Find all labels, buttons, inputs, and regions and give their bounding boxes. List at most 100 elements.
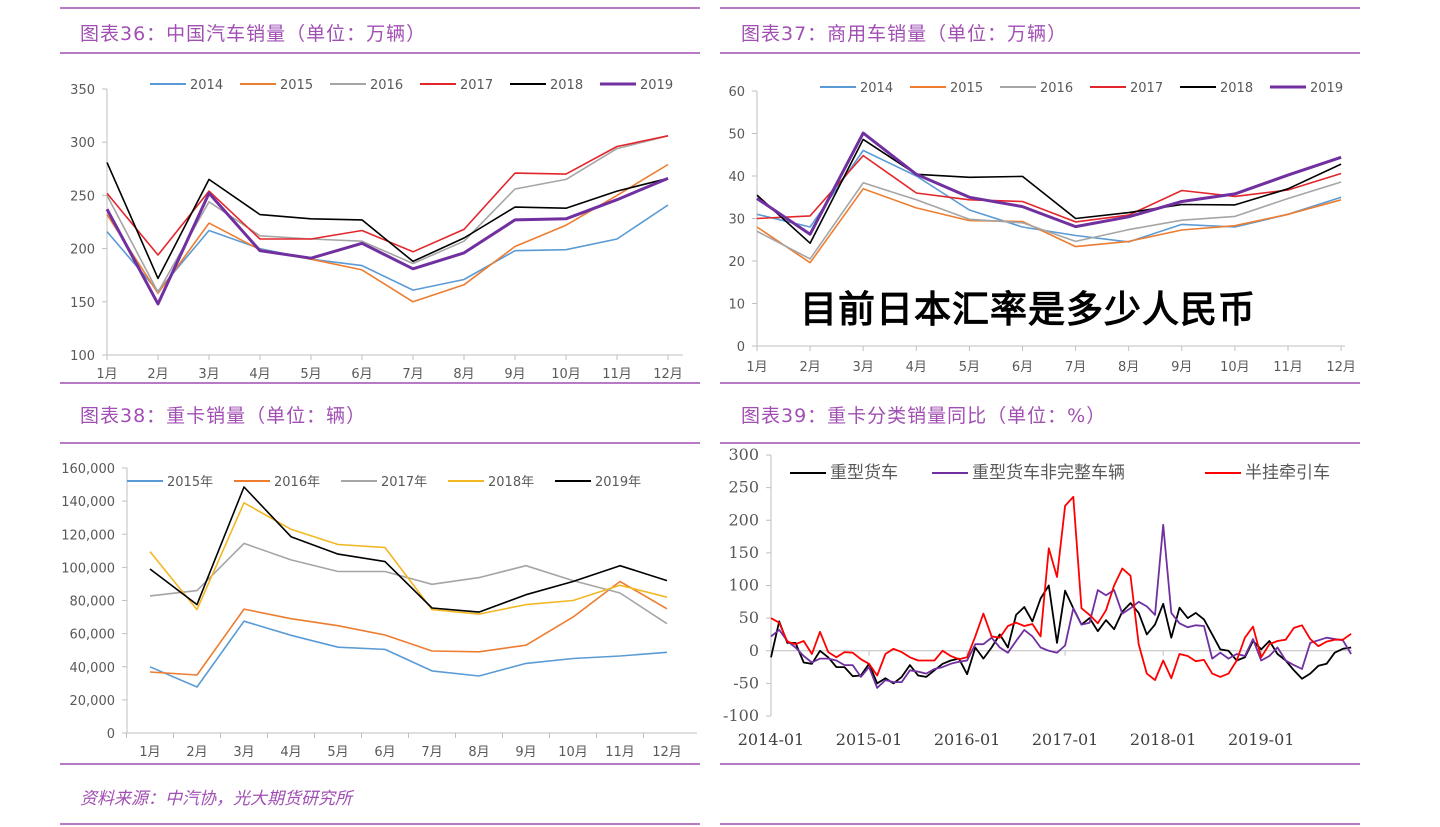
chart-title-39: 图表39：重卡分类销量同比（单位：%）: [741, 405, 1107, 427]
series-line-2018: [756, 138, 1342, 244]
x-tick-label: 10月: [551, 367, 581, 382]
x-tick-label: 5月: [300, 367, 321, 382]
chart-title-36: 图表36：中国汽车销量（单位：万辆）: [80, 23, 427, 45]
x-tick-label: 12月: [653, 367, 683, 382]
y-tick-label: 100: [728, 576, 759, 595]
y-tick-label: 40,000: [70, 661, 116, 676]
y-tick-label: 50: [728, 128, 745, 143]
series-line-2015年: [149, 620, 668, 688]
x-tick-label: 2016-01: [934, 730, 1000, 749]
y-tick-label: 120,000: [61, 528, 115, 543]
y-tick-label: 60: [728, 85, 745, 100]
x-tick-label: 9月: [1171, 360, 1192, 375]
divider: [60, 763, 700, 765]
series-line-重型货车非完整车辆: [770, 523, 1352, 689]
x-tick-label: 12月: [652, 745, 682, 760]
series-line-2019年: [149, 486, 668, 613]
x-tick-label: 10月: [558, 745, 588, 760]
x-tick-label: 6月: [374, 745, 395, 760]
legend-label: 2018年: [488, 475, 534, 490]
y-tick-label: 300: [70, 136, 95, 151]
x-tick-label: 8月: [453, 367, 474, 382]
x-tick-label: 12月: [1326, 360, 1356, 375]
divider: [60, 442, 700, 444]
y-tick-label: -100: [723, 706, 759, 725]
y-tick-label: 0: [737, 340, 745, 355]
legend-label: 2019年: [595, 475, 641, 490]
y-tick-label: 160,000: [61, 462, 115, 477]
y-tick-label: 0: [749, 641, 759, 660]
y-tick-label: 100,000: [61, 561, 115, 576]
y-tick-label: 20: [728, 255, 745, 270]
legend-label: 2014: [860, 81, 893, 96]
legend-label: 2019: [1310, 81, 1343, 96]
series-line-2018年: [149, 501, 668, 615]
x-tick-label: 9月: [504, 367, 525, 382]
x-tick-label: 4月: [249, 367, 270, 382]
series-line-2017年: [149, 542, 668, 625]
x-tick-label: 4月: [280, 745, 301, 760]
x-tick-label: 1月: [96, 367, 117, 382]
legend-label: 2016: [1040, 81, 1073, 96]
y-tick-label: 100: [70, 349, 95, 364]
y-tick-label: -50: [733, 673, 759, 692]
legend-label: 2017年: [381, 475, 427, 490]
series-line-2019: [105, 177, 669, 306]
y-tick-label: 40: [728, 170, 745, 185]
x-tick-label: 6月: [1012, 360, 1033, 375]
y-tick-label: 150: [70, 296, 95, 311]
divider: [720, 7, 1360, 9]
series-line-2015: [756, 188, 1342, 264]
x-tick-label: 1月: [139, 745, 160, 760]
x-tick-label: 3月: [233, 745, 254, 760]
legend-label: 半挂牵引车: [1245, 463, 1330, 483]
y-tick-label: 150: [728, 543, 759, 562]
y-tick-label: 200: [728, 510, 759, 529]
legend-label: 重型货车: [830, 463, 898, 483]
x-tick-label: 2017-01: [1032, 730, 1098, 749]
legend-label: 2016: [370, 78, 403, 93]
x-tick-label: 2月: [186, 745, 207, 760]
divider: [720, 763, 1360, 765]
legend-label: 2017: [460, 78, 493, 93]
legend-label: 2016年: [274, 475, 320, 490]
x-tick-label: 11月: [602, 367, 632, 382]
x-tick-label: 6月: [351, 367, 372, 382]
x-tick-label: 10月: [1220, 360, 1250, 375]
x-tick-label: 5月: [959, 360, 980, 375]
x-tick-label: 3月: [198, 367, 219, 382]
x-tick-label: 2019-01: [1228, 730, 1294, 749]
x-tick-label: 7月: [402, 367, 423, 382]
x-tick-label: 9月: [515, 745, 536, 760]
series-line-2016年: [149, 580, 668, 676]
y-tick-label: 20,000: [70, 694, 116, 709]
x-tick-label: 5月: [327, 745, 348, 760]
x-tick-label: 11月: [1273, 360, 1303, 375]
x-tick-label: 8月: [468, 745, 489, 760]
series-line-2017: [106, 135, 669, 256]
x-tick-label: 1月: [746, 360, 767, 375]
series-line-2016: [106, 135, 669, 294]
y-tick-label: 250: [728, 478, 759, 497]
x-tick-label: 2月: [799, 360, 820, 375]
source-note: 资料来源：中汽协，光大期货研究所: [80, 789, 352, 809]
series-line-2016: [756, 181, 1342, 260]
y-tick-label: 50: [739, 608, 759, 627]
x-tick-label: 7月: [421, 745, 442, 760]
series-line-半挂牵引车: [770, 495, 1352, 681]
legend-label: 2015: [950, 81, 983, 96]
y-tick-label: 300: [728, 445, 759, 464]
y-tick-label: 250: [70, 189, 95, 204]
legend-label: 2015年: [167, 475, 213, 490]
legend-label: 2017: [1130, 81, 1163, 96]
x-tick-label: 2014-01: [738, 730, 804, 749]
legend-label: 2014: [190, 78, 223, 93]
x-tick-label: 3月: [853, 360, 874, 375]
x-tick-label: 2018-01: [1130, 730, 1196, 749]
x-tick-label: 2月: [147, 367, 168, 382]
series-line-2015: [106, 163, 669, 303]
x-tick-label: 11月: [605, 745, 635, 760]
divider: [720, 382, 1360, 384]
x-tick-label: 8月: [1118, 360, 1139, 375]
